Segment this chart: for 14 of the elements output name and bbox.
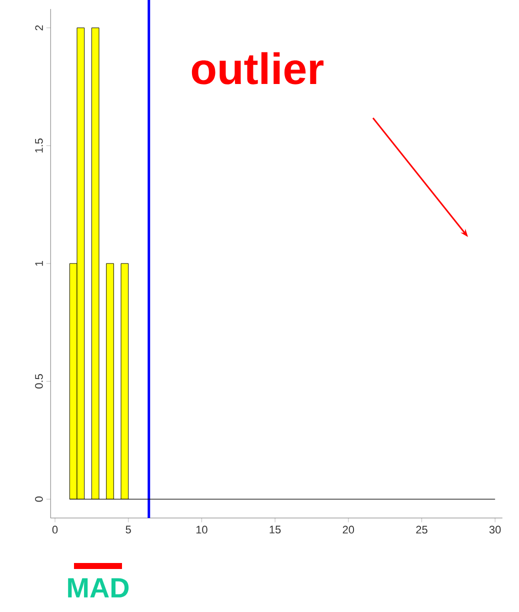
y-tick-label: 0.5 — [35, 374, 43, 389]
y-tick-label: 1 — [35, 260, 43, 266]
x-tick-label: 5 — [126, 526, 131, 534]
text: MAD — [68, 578, 129, 598]
y-tick-label: 0 — [35, 496, 43, 502]
annotation: outlier — [192, 52, 324, 84]
x-tick-label: 25 — [416, 526, 428, 534]
x-tick-label: 20 — [342, 526, 354, 534]
x-tick-label: 0 — [52, 526, 58, 534]
y-tick-label: 2 — [35, 25, 43, 30]
x-tick-label: 10 — [196, 526, 208, 534]
x-tick-label: 30 — [489, 526, 501, 534]
x-tick-label: 15 — [270, 526, 281, 534]
y-tick-label: 1.5 — [35, 138, 43, 152]
